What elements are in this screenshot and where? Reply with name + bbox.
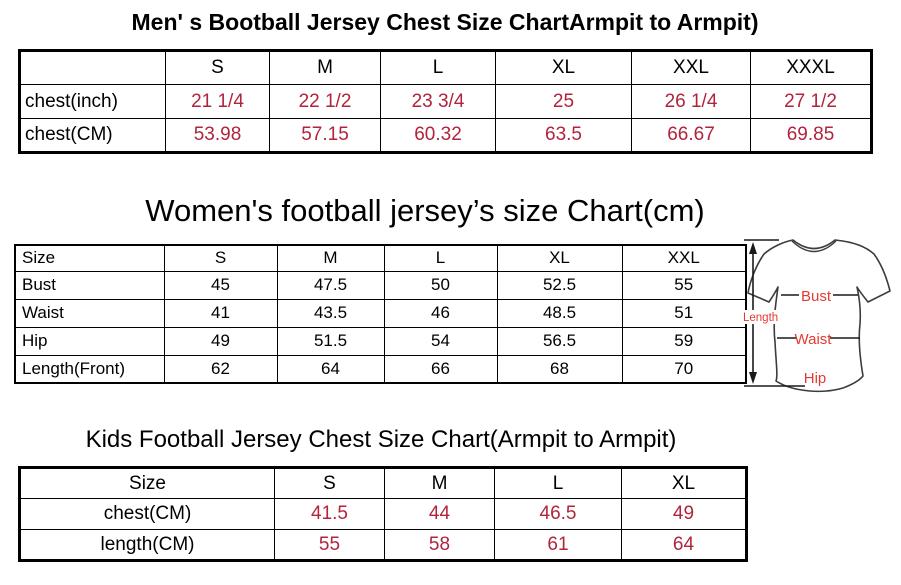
table-row: Waist 41 43.5 46 48.5 51 <box>14 298 747 328</box>
table-row: chest(inch) 21 1/4 22 1/2 23 3/4 25 26 1… <box>19 84 872 119</box>
table-cell: 41 <box>163 298 278 328</box>
row-label-length-cm: length(CM) <box>19 529 275 561</box>
table-cell: 50 <box>383 270 498 300</box>
column-header-l: L <box>380 50 496 85</box>
table-row: Hip 49 51.5 54 56.5 59 <box>14 326 747 356</box>
table-cell: 51 <box>621 298 747 328</box>
column-header-xxl: XXL <box>621 244 747 272</box>
tshirt-outline <box>747 239 891 393</box>
table-cell: 55 <box>274 529 385 561</box>
table-cell: 26 1/4 <box>631 84 751 119</box>
row-label-bust: Bust <box>14 270 165 300</box>
column-header-m: M <box>384 467 495 499</box>
women-table-header-row: Size S M L XL XXL <box>14 244 747 272</box>
table-cell: 68 <box>496 354 623 384</box>
table-cell: 58 <box>384 529 495 561</box>
column-header-xxxl: XXXL <box>750 50 872 85</box>
table-row: Length(Front) 62 64 66 68 70 <box>14 354 747 384</box>
hip-label: Hip <box>804 370 827 387</box>
table-cell: 45 <box>163 270 278 300</box>
table-cell: 49 <box>621 498 747 530</box>
table-cell: 57.15 <box>269 118 381 153</box>
women-size-table: Size S M L XL XXL Bust 45 47.5 50 52.5 5… <box>14 244 747 384</box>
length-label-bg <box>742 310 780 324</box>
kids-size-table: Size S M L XL chest(CM) 41.5 44 46.5 49 … <box>18 466 748 562</box>
table-cell: 23 3/4 <box>380 84 496 119</box>
tshirt-measurement-diagram: Length Bust Waist Hip <box>741 230 901 404</box>
table-cell: 47.5 <box>276 270 385 300</box>
table-cell: 52.5 <box>496 270 623 300</box>
column-header-l: L <box>383 244 498 272</box>
column-header-size: Size <box>19 467 275 499</box>
row-label-chest-cm: chest(CM) <box>19 498 275 530</box>
row-label-chest-inch: chest(inch) <box>19 84 166 119</box>
table-row: Bust 45 47.5 50 52.5 55 <box>14 270 747 300</box>
row-label-chest-cm: chest(CM) <box>19 118 166 153</box>
men-size-table: S M L XL XXL XXXL chest(inch) 21 1/4 22 … <box>18 49 873 154</box>
table-cell: 43.5 <box>276 298 385 328</box>
waist-label: Waist <box>795 331 833 348</box>
table-cell: 59 <box>621 326 747 356</box>
collar-inner-line <box>791 240 837 253</box>
column-header-xl: XL <box>496 244 623 272</box>
column-header-blank <box>19 50 166 85</box>
table-cell: 25 <box>495 84 632 119</box>
row-label-length-front: Length(Front) <box>14 354 165 384</box>
table-cell: 64 <box>276 354 385 384</box>
length-arrowhead-bottom <box>749 372 757 384</box>
table-cell: 60.32 <box>380 118 496 153</box>
table-cell: 63.5 <box>495 118 632 153</box>
column-header-m: M <box>269 50 381 85</box>
table-cell: 53.98 <box>165 118 270 153</box>
table-cell: 51.5 <box>276 326 385 356</box>
women-chart-title: Women's football jersey’s size Chart(cm) <box>145 193 705 228</box>
men-table-header-row: S M L XL XXL XXXL <box>19 50 872 85</box>
column-header-xxl: XXL <box>631 50 751 85</box>
table-cell: 27 1/2 <box>750 84 872 119</box>
row-label-waist: Waist <box>14 298 165 328</box>
bust-label: Bust <box>801 288 832 305</box>
table-cell: 46.5 <box>494 498 622 530</box>
length-label: Length <box>743 312 778 324</box>
table-cell: 64 <box>621 529 747 561</box>
table-cell: 70 <box>621 354 747 384</box>
column-header-l: L <box>494 467 622 499</box>
table-cell: 21 1/4 <box>165 84 270 119</box>
column-header-s: S <box>165 50 270 85</box>
table-cell: 61 <box>494 529 622 561</box>
column-header-m: M <box>276 244 385 272</box>
table-cell: 41.5 <box>274 498 385 530</box>
table-cell: 22 1/2 <box>269 84 381 119</box>
table-row: chest(CM) 41.5 44 46.5 49 <box>19 498 747 530</box>
column-header-s: S <box>163 244 278 272</box>
column-header-xl: XL <box>621 467 747 499</box>
kids-table-header-row: Size S M L XL <box>19 467 747 499</box>
table-cell: 66 <box>383 354 498 384</box>
row-label-hip: Hip <box>14 326 165 356</box>
table-cell: 46 <box>383 298 498 328</box>
table-cell: 44 <box>384 498 495 530</box>
column-header-size: Size <box>14 244 165 272</box>
length-arrowhead-top <box>749 242 757 254</box>
table-cell: 48.5 <box>496 298 623 328</box>
men-chart-title: Men' s Bootball Jersey Chest Size ChartA… <box>131 9 759 35</box>
table-cell: 66.67 <box>631 118 751 153</box>
table-row: length(CM) 55 58 61 64 <box>19 529 747 561</box>
table-row: chest(CM) 53.98 57.15 60.32 63.5 66.67 6… <box>19 118 872 153</box>
table-cell: 49 <box>163 326 278 356</box>
table-cell: 69.85 <box>750 118 872 153</box>
column-header-s: S <box>274 467 385 499</box>
table-cell: 56.5 <box>496 326 623 356</box>
table-cell: 62 <box>163 354 278 384</box>
table-cell: 54 <box>383 326 498 356</box>
column-header-xl: XL <box>495 50 632 85</box>
kids-chart-title: Kids Football Jersey Chest Size Chart(Ar… <box>85 426 677 453</box>
table-cell: 55 <box>621 270 747 300</box>
